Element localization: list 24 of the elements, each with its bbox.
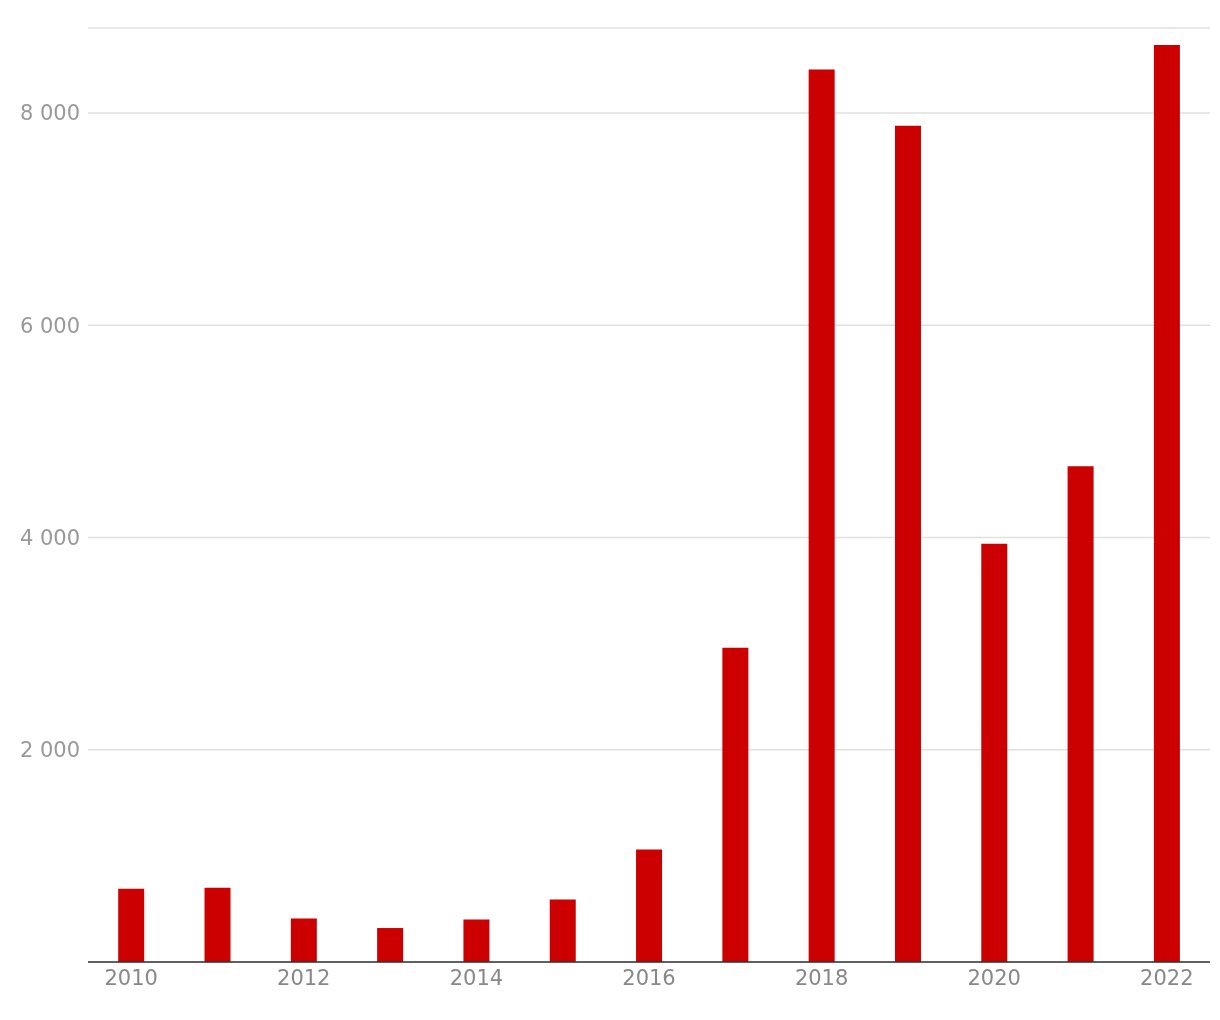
bar xyxy=(894,125,921,962)
x-tick-label: 2018 xyxy=(794,965,849,990)
y-tick-label: 4 000 xyxy=(19,525,80,550)
bar xyxy=(463,919,490,962)
bar xyxy=(1153,44,1180,962)
x-tick-label: 2010 xyxy=(104,965,158,990)
bar xyxy=(981,543,1008,962)
bar xyxy=(204,887,231,962)
bar xyxy=(1067,466,1094,962)
bar xyxy=(290,918,317,962)
bar xyxy=(377,928,404,962)
y-tick-label: 6 000 xyxy=(19,313,80,338)
bar xyxy=(636,849,663,962)
x-tick-label: 2014 xyxy=(449,965,504,990)
bar xyxy=(808,69,835,962)
x-tick-label: 2012 xyxy=(277,965,331,990)
x-tick-label: 2022 xyxy=(1140,965,1194,990)
y-tick-label: 8 000 xyxy=(19,101,80,126)
bar xyxy=(118,888,145,962)
bar xyxy=(722,647,749,962)
x-tick-label: 2016 xyxy=(622,965,676,990)
bar xyxy=(549,899,576,962)
x-tick-label: 2020 xyxy=(967,965,1021,990)
y-tick-label: 2 000 xyxy=(19,738,80,763)
